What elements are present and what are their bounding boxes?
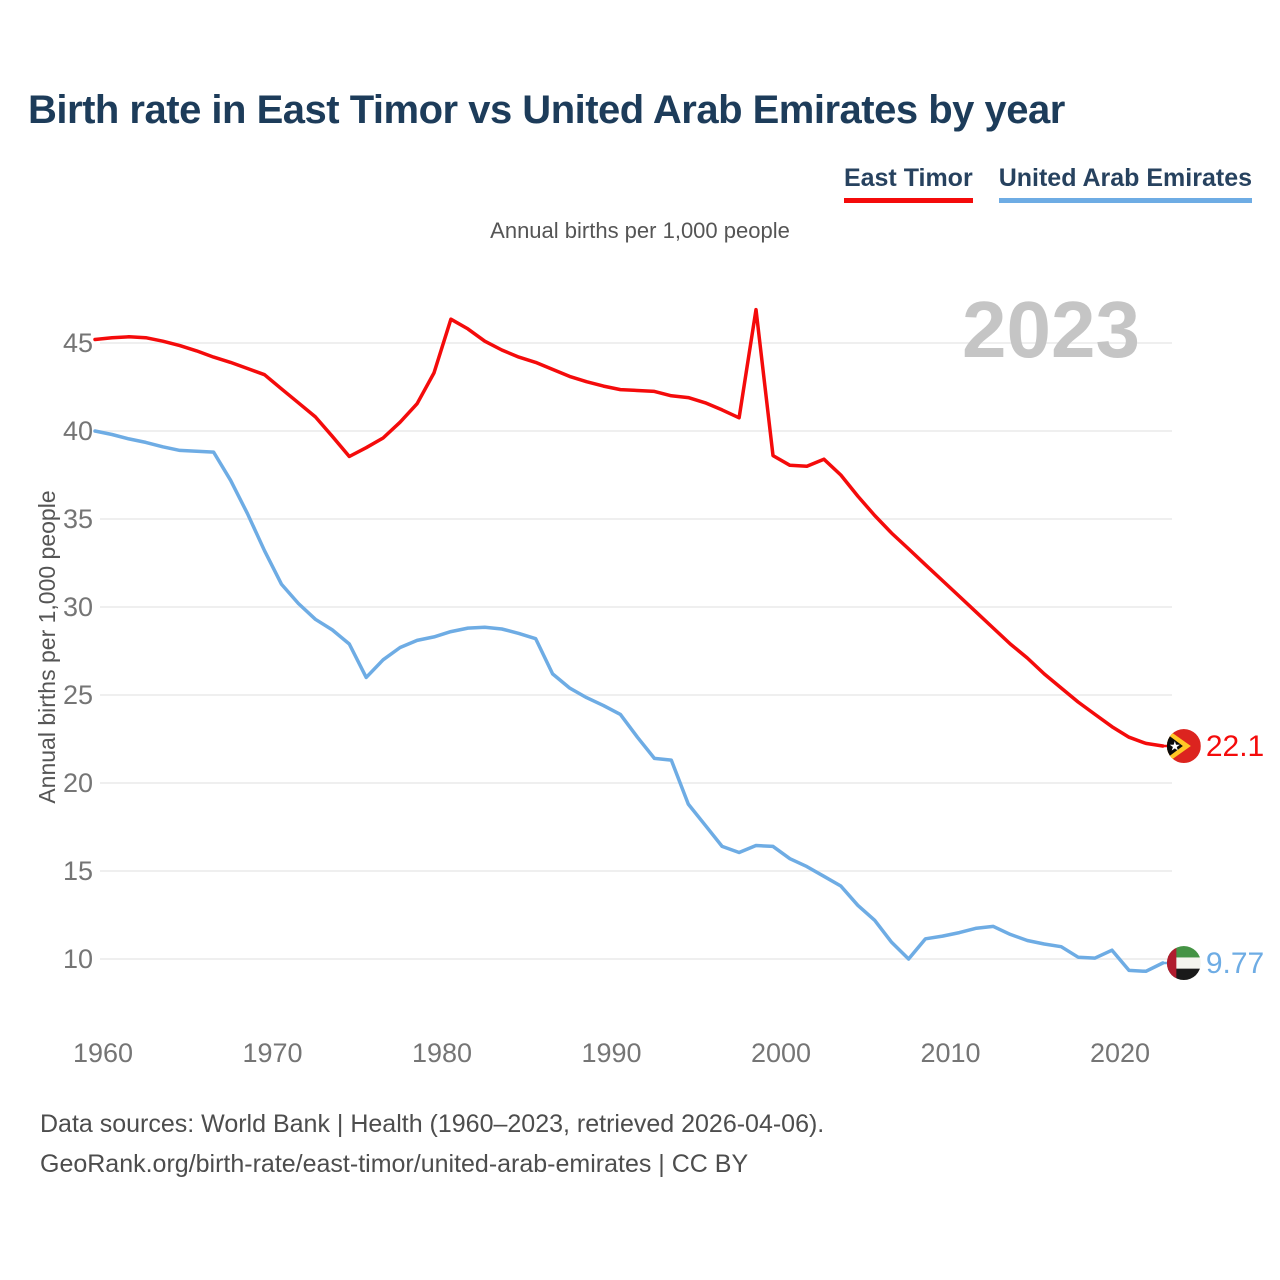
series-line-east-timor [93,307,1165,748]
legend-item-east-timor[interactable]: East Timor [843,164,973,203]
x-tick-label-2000: 2000 [751,1038,811,1068]
y-tick-label-15: 15 [63,856,93,886]
uae-flag-icon [1166,946,1201,981]
svg-text:★: ★ [1169,740,1181,755]
y-tick-label-35: 35 [63,504,93,534]
chart-subtitle: Annual births per 1,000 people [490,218,790,243]
legend-item-united-arab-emirates[interactable]: United Arab Emirates [998,164,1252,203]
axis-labels-layer: 10 15 20 25 30 35 40 45 1960 1970 1980 1990 2000 2010… [63,328,1150,1068]
y-tick-label-45: 45 [63,328,93,358]
y-tick-label-25: 25 [63,680,93,710]
footer-attribution: GeoRank.org/birth-rate/east-timor/united… [40,1150,749,1178]
y-tick-label-20: 20 [63,768,93,798]
x-tick-label-2010: 2010 [920,1038,980,1068]
gridlines-layer [100,342,1172,960]
x-tick-label-1960: 1960 [73,1038,133,1068]
page-title: Birth rate in East Timor vs United Arab … [28,88,1065,132]
end-value-label-united-arab-emirates: 9.77 [1206,947,1264,980]
y-tick-label-10: 10 [63,944,93,974]
x-tick-label-1970: 1970 [242,1038,302,1068]
east-timor-flag-icon: ★ [1166,729,1201,764]
x-tick-label-1980: 1980 [412,1038,472,1068]
y-axis-title: Annual births per 1,000 people [34,490,60,804]
footer: Data sources: World Bank | Health (1960–… [40,1104,1240,1184]
x-tick-label-2020: 2020 [1090,1038,1150,1068]
series-layer: 22.1 9.77 [93,307,1264,980]
series-line-united-arab-emirates [93,429,1165,974]
watermark-layer: 2023 [962,285,1140,374]
footer-data-sources: Data sources: World Bank | Health (1960–… [40,1110,825,1138]
y-tick-label-30: 30 [63,592,93,622]
legend: East Timor United Arab Emirates [843,164,1252,203]
watermark-year: 2023 [962,285,1140,374]
y-tick-label-40: 40 [63,416,93,446]
x-tick-label-1990: 1990 [581,1038,641,1068]
end-value-label-east-timor: 22.1 [1206,730,1264,763]
